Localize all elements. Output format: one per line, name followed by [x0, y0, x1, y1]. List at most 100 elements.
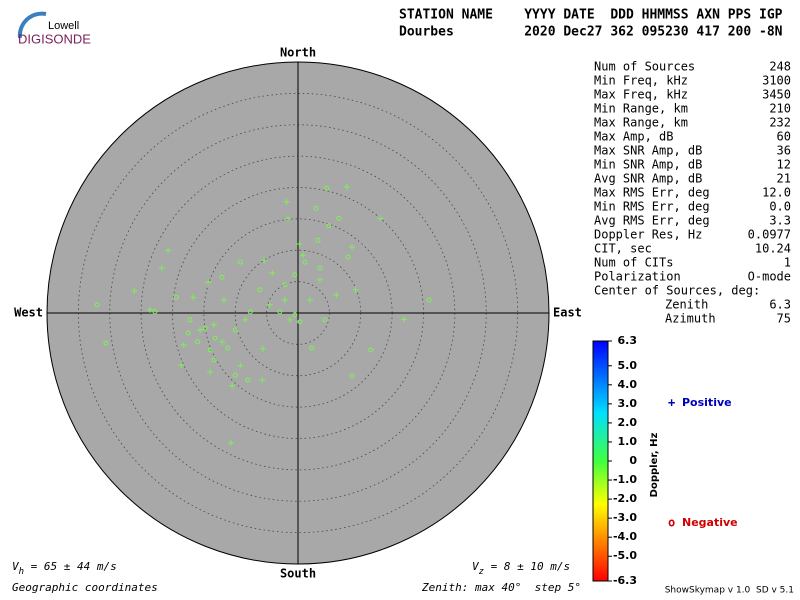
- colorbar-tick-label: 5.0: [618, 359, 638, 372]
- stat-value: 3450: [762, 88, 791, 102]
- source-point: [283, 198, 290, 205]
- legend-label: Positive: [682, 396, 732, 409]
- source-point: [277, 309, 283, 315]
- stat-label: Min Range, km: [594, 102, 688, 116]
- direction-label: East: [553, 306, 582, 320]
- stat-value: 232: [769, 116, 791, 130]
- direction-label: West: [14, 306, 43, 320]
- source-point: [333, 291, 340, 298]
- stat-label: Doppler Res, Hz: [594, 228, 702, 242]
- velocity-part: V: [12, 560, 20, 573]
- source-point: [316, 276, 323, 283]
- source-point: [207, 368, 214, 375]
- stat-value: 3.3: [769, 214, 791, 228]
- source-point: [237, 259, 243, 265]
- direction-label: North: [280, 46, 316, 60]
- colorbar-tick-label: -3.0: [613, 511, 637, 524]
- stat-value: 0.0: [769, 200, 791, 214]
- stat-label: Min RMS Err, deg: [594, 200, 710, 214]
- colorbar-tick-label: -4.0: [613, 530, 637, 543]
- stat-label: Min SNR Amp, dB: [594, 158, 702, 172]
- source-point: [190, 294, 197, 301]
- source-point: [297, 319, 303, 325]
- source-point: [266, 301, 273, 308]
- source-point: [247, 309, 253, 315]
- source-point: [227, 439, 234, 446]
- stat-label: Avg RMS Err, deg: [594, 214, 710, 228]
- source-point: [173, 294, 179, 300]
- source-point: [210, 321, 217, 328]
- source-point: [377, 215, 384, 222]
- center-title: Center of Sources, deg:: [594, 284, 760, 298]
- colorbar-tick-label: 2.0: [618, 416, 638, 429]
- source-point: [232, 372, 238, 378]
- source-point: [300, 252, 307, 259]
- source-point: [401, 316, 408, 323]
- colorbar-tick-label: 4.0: [618, 378, 638, 391]
- stat-label: Min Freq, kHz: [594, 74, 688, 88]
- stat-value: 21: [777, 172, 791, 186]
- source-point: [219, 338, 226, 345]
- zenith-note: Zenith: max 40° step 5°: [421, 581, 581, 594]
- source-point: [306, 296, 313, 303]
- source-point: [103, 340, 109, 346]
- source-point: [225, 345, 231, 351]
- source-point: [259, 377, 266, 384]
- velocity-note: Vz = 8 ± 10 m/s: [472, 560, 570, 577]
- legend-label: Negative: [682, 516, 738, 529]
- source-point: [322, 317, 328, 323]
- stat-value: 12: [777, 158, 791, 172]
- source-point: [207, 347, 213, 353]
- source-point: [220, 296, 227, 303]
- logo-top: Lowell: [48, 20, 79, 32]
- source-point: [269, 269, 276, 276]
- header-line: STATION NAME YYYY DATE DDD HHMMSS AXN PP…: [399, 8, 783, 23]
- stat-value: O-mode: [748, 270, 791, 284]
- source-point: [211, 357, 217, 363]
- source-point: [212, 335, 218, 341]
- source-point: [313, 205, 319, 211]
- source-point: [146, 306, 153, 313]
- source-point: [245, 377, 251, 383]
- stat-label: Max Amp, dB: [594, 130, 673, 144]
- source-point: [349, 373, 355, 379]
- direction-label: South: [280, 567, 316, 581]
- stat-value: 210: [769, 102, 791, 116]
- center-label: Zenith: [665, 298, 708, 312]
- stat-value: 3100: [762, 74, 791, 88]
- source-point: [257, 287, 263, 293]
- source-point: [317, 265, 323, 271]
- center-label: Azimuth: [665, 312, 716, 326]
- source-point: [219, 274, 225, 280]
- colorbar-tick-label: -6.3: [613, 574, 637, 587]
- source-point: [281, 296, 288, 303]
- stat-label: Num of CITs: [594, 256, 673, 270]
- velocity-part: V: [472, 560, 480, 573]
- source-point: [185, 330, 191, 336]
- colorbar-tick-label: 6.3: [618, 334, 638, 347]
- source-point: [187, 317, 193, 323]
- source-point: [229, 382, 236, 389]
- source-point: [284, 215, 291, 222]
- source-point: [131, 288, 138, 295]
- source-point: [237, 362, 244, 369]
- source-point: [282, 282, 288, 288]
- stat-value: 60: [777, 130, 791, 144]
- velocity-part: h: [19, 567, 24, 577]
- source-point: [296, 240, 303, 247]
- stat-value: 1: [784, 256, 791, 270]
- source-point: [94, 302, 100, 308]
- source-point: [195, 339, 201, 345]
- stat-label: Max SNR Amp, dB: [594, 144, 702, 158]
- logo-bottom: DIGISONDE: [18, 31, 91, 46]
- stat-label: CIT, sec: [594, 242, 652, 256]
- colorbar-label: Doppler, Hz: [649, 433, 660, 498]
- stat-value: 12.0: [762, 186, 791, 200]
- source-point: [309, 345, 315, 351]
- source-point: [152, 309, 158, 315]
- source-point: [336, 215, 342, 221]
- source-point: [345, 254, 351, 260]
- source-point: [259, 345, 266, 352]
- colorbar-tick-label: 1.0: [618, 435, 638, 448]
- stat-label: Polarization: [594, 270, 681, 284]
